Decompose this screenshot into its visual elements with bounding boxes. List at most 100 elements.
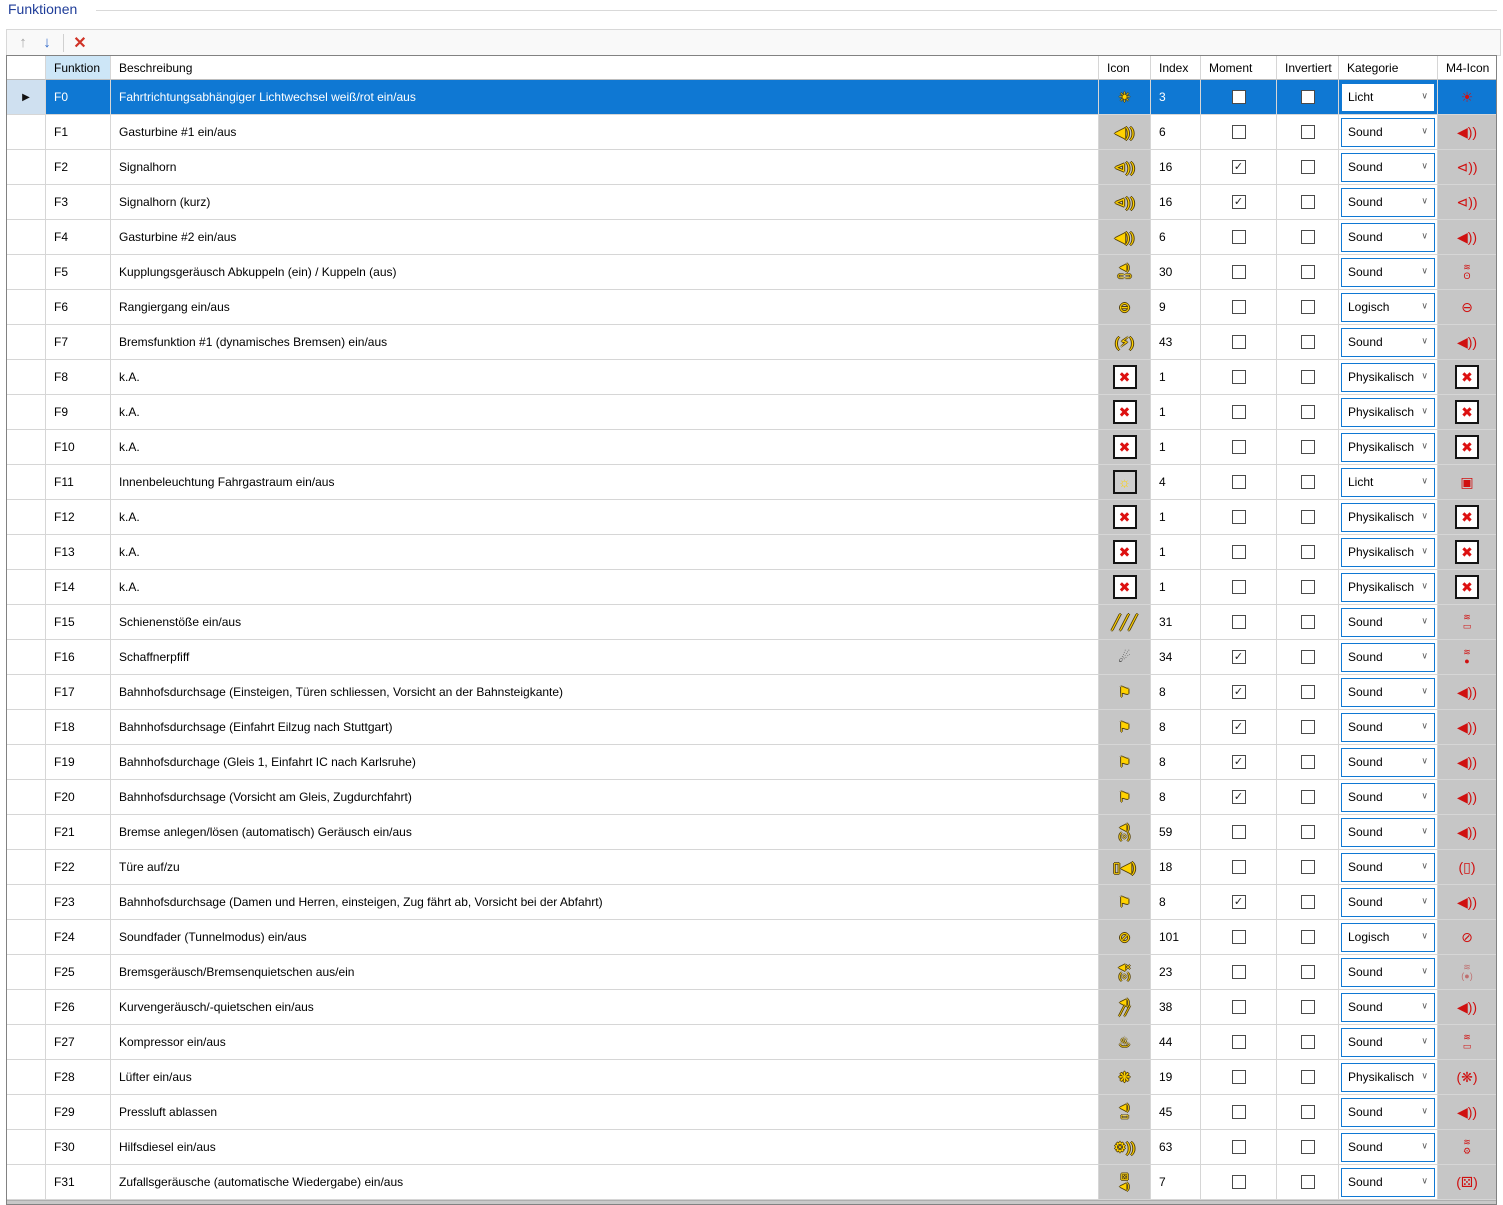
index-cell[interactable]: 1 [1151,360,1201,395]
beschreibung-cell[interactable]: Schaffnerpfiff [111,640,1099,675]
kategorie-select[interactable]: Sound ∨ [1341,677,1435,707]
beschreibung-cell[interactable]: Gasturbine #2 ein/aus [111,220,1099,255]
index-cell[interactable]: 8 [1151,780,1201,815]
funktion-cell[interactable]: F7 [46,325,111,360]
index-cell[interactable]: 30 [1151,255,1201,290]
m4-icon-cell[interactable]: (▯) [1438,850,1496,885]
m4-icon-cell[interactable]: ≋ ▭ [1438,605,1496,640]
delete-button[interactable]: ✕ [68,32,92,54]
index-cell[interactable]: 34 [1151,640,1201,675]
m4-icon-cell[interactable]: ◀)) [1438,115,1496,150]
invertiert-checkbox[interactable] [1300,1035,1315,1049]
moment-checkbox[interactable] [1231,1140,1246,1154]
invertiert-checkbox[interactable] [1300,1070,1315,1084]
icon-cell[interactable]: ☄ [1099,640,1151,675]
index-cell[interactable]: 44 [1151,1025,1201,1060]
m4-icon-cell[interactable]: ◀)) [1438,675,1496,710]
kategorie-select[interactable]: Sound ∨ [1341,1167,1435,1197]
invertiert-checkbox[interactable] [1300,545,1315,559]
row-selector-cell[interactable] [7,185,46,220]
beschreibung-cell[interactable]: k.A. [111,395,1099,430]
icon-cell[interactable]: ╱╱╱ [1099,605,1151,640]
index-cell[interactable]: 16 [1151,150,1201,185]
moment-checkbox[interactable] [1231,825,1246,839]
kategorie-select[interactable]: Logisch ∨ [1341,292,1435,322]
beschreibung-cell[interactable]: k.A. [111,360,1099,395]
beschreibung-cell[interactable]: Bremsgeräusch/Bremsenquietschen aus/ein [111,955,1099,990]
invertiert-checkbox[interactable] [1300,895,1315,909]
beschreibung-cell[interactable]: k.A. [111,570,1099,605]
kategorie-select[interactable]: Licht ∨ [1341,467,1435,497]
funktion-cell[interactable]: F14 [46,570,111,605]
index-cell[interactable]: 63 [1151,1130,1201,1165]
invertiert-checkbox[interactable] [1300,1140,1315,1154]
column-header-icon[interactable]: Icon [1099,56,1151,80]
funktion-cell[interactable]: F29 [46,1095,111,1130]
move-up-button[interactable]: ↑ [11,32,35,54]
icon-cell[interactable]: ⊘ [1099,920,1151,955]
beschreibung-cell[interactable]: Bahnhofsdurchsage (Einfahrt Eilzug nach … [111,710,1099,745]
row-selector-cell[interactable] [7,745,46,780]
funktion-cell[interactable]: F25 [46,955,111,990]
m4-icon-cell[interactable]: ☀ [1438,80,1496,115]
beschreibung-cell[interactable]: Pressluft ablassen [111,1095,1099,1130]
icon-cell[interactable]: ⚑ [1099,780,1151,815]
m4-icon-cell[interactable]: ⊖ [1438,290,1496,325]
moment-checkbox[interactable]: ✓ [1231,720,1246,734]
row-selector-cell[interactable] [7,885,46,920]
icon-cell[interactable]: ◀) ⊂⊃ [1099,255,1151,290]
moment-checkbox[interactable] [1231,1070,1246,1084]
beschreibung-cell[interactable]: Bahnhofsdurchsage (Vorsicht am Gleis, Zu… [111,780,1099,815]
m4-icon-cell[interactable]: ⊲)) [1438,150,1496,185]
kategorie-select[interactable]: Sound ∨ [1341,642,1435,672]
row-selector-cell[interactable] [7,115,46,150]
beschreibung-cell[interactable]: Soundfader (Tunnelmodus) ein/aus [111,920,1099,955]
invertiert-checkbox[interactable] [1300,965,1315,979]
funktion-cell[interactable]: F11 [46,465,111,500]
kategorie-select[interactable]: Sound ∨ [1341,1132,1435,1162]
moment-checkbox[interactable] [1231,300,1246,314]
funktion-cell[interactable]: F5 [46,255,111,290]
kategorie-select[interactable]: Sound ∨ [1341,327,1435,357]
funktion-cell[interactable]: F30 [46,1130,111,1165]
m4-icon-cell[interactable]: ≋ ● [1438,640,1496,675]
icon-cell[interactable]: ✖ [1099,430,1151,465]
kategorie-select[interactable]: Sound ∨ [1341,187,1435,217]
kategorie-select[interactable]: Sound ∨ [1341,712,1435,742]
moment-checkbox[interactable]: ✓ [1231,650,1246,664]
invertiert-checkbox[interactable] [1300,370,1315,384]
beschreibung-cell[interactable]: Gasturbine #1 ein/aus [111,115,1099,150]
icon-cell[interactable]: ⚑ [1099,675,1151,710]
moment-checkbox[interactable] [1231,580,1246,594]
funktion-cell[interactable]: F4 [46,220,111,255]
invertiert-checkbox[interactable] [1300,195,1315,209]
beschreibung-cell[interactable]: Hilfsdiesel ein/aus [111,1130,1099,1165]
invertiert-checkbox[interactable] [1300,160,1315,174]
moment-checkbox[interactable] [1231,1035,1246,1049]
moment-checkbox[interactable] [1231,510,1246,524]
beschreibung-cell[interactable]: Türe auf/zu [111,850,1099,885]
row-selector-cell[interactable] [7,430,46,465]
icon-cell[interactable]: ◀)) [1099,220,1151,255]
kategorie-select[interactable]: Sound ∨ [1341,992,1435,1022]
moment-checkbox[interactable] [1231,90,1246,104]
icon-cell[interactable]: ⚄ ◀) [1099,1165,1151,1200]
funktion-cell[interactable]: F12 [46,500,111,535]
m4-icon-cell[interactable]: ✖ [1438,535,1496,570]
invertiert-checkbox[interactable] [1300,300,1315,314]
kategorie-select[interactable]: Physikalisch ∨ [1341,537,1435,567]
icon-cell[interactable]: ▯◀) [1099,850,1151,885]
m4-icon-cell[interactable]: ◀)) [1438,885,1496,920]
invertiert-checkbox[interactable] [1300,230,1315,244]
kategorie-select[interactable]: Sound ∨ [1341,887,1435,917]
moment-checkbox[interactable] [1231,440,1246,454]
invertiert-checkbox[interactable] [1300,930,1315,944]
kategorie-select[interactable]: Sound ∨ [1341,957,1435,987]
moment-checkbox[interactable]: ✓ [1231,755,1246,769]
invertiert-checkbox[interactable] [1300,90,1315,104]
beschreibung-cell[interactable]: Signalhorn (kurz) [111,185,1099,220]
moment-checkbox[interactable] [1231,1105,1246,1119]
row-selector-cell[interactable] [7,360,46,395]
m4-icon-cell[interactable]: ◀)) [1438,780,1496,815]
kategorie-select[interactable]: Physikalisch ∨ [1341,397,1435,427]
